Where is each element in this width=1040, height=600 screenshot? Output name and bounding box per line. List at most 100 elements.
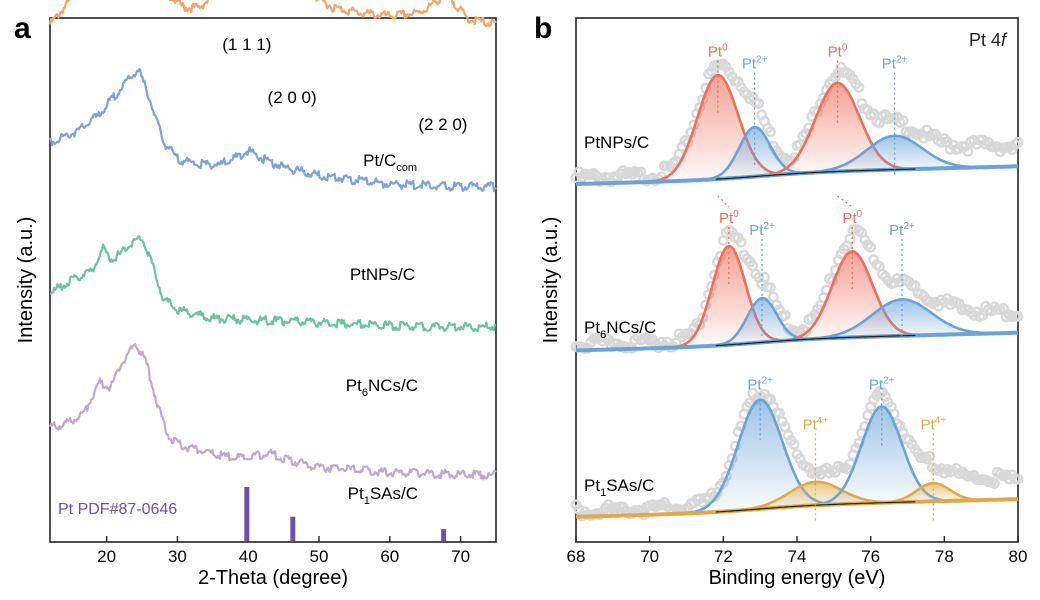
peak-label: Pt0 (719, 209, 739, 227)
peak-label-superscript: 2+ (762, 375, 774, 386)
peak-label: Pt0 (828, 43, 848, 61)
raw-data-point (1012, 136, 1024, 148)
xrd-series-label: Pt1SAs/C (348, 484, 418, 507)
panel-a-y-axis-title: Intensity (a.u.) (15, 217, 37, 344)
peak-label-main: Pt (749, 222, 764, 239)
background-line (576, 165, 1019, 185)
panel-a-x-tick-label: 20 (97, 547, 116, 566)
panel-b-x-tick-label: 68 (567, 547, 586, 566)
panel-b-frame (575, 17, 1019, 543)
panel-a-x-axis-title: 2-Theta (degree) (198, 567, 348, 589)
panel-b-title-italic: f (1001, 30, 1008, 50)
panel-a-x-tick-label: 50 (310, 547, 329, 566)
panel-b-title-main: Pt 4 (969, 30, 1001, 50)
peak-label-superscript: 4+ (935, 415, 947, 426)
raw-data-point (765, 126, 776, 138)
panel-a-label: a (14, 12, 31, 45)
series-label-suffix: SAs/C (370, 484, 418, 503)
peak-label-main: Pt (920, 416, 935, 433)
peak-label-superscript: 0 (842, 43, 848, 54)
xps-sample-label: Pt6NCs/C (584, 318, 656, 341)
panel-a-annotations: (1 1 1) (2 0 0) (2 2 0) (222, 35, 467, 134)
raw-data-point (735, 236, 747, 248)
peak-label: Pt2+ (749, 221, 775, 239)
series-label-suffix: NCs/C (368, 376, 418, 395)
peak-label-main: Pt (889, 222, 904, 239)
reference-label: Pt PDF#87-0646 (58, 501, 177, 518)
series-label-subscript: 1 (364, 495, 370, 507)
sample-label-main: Pt (584, 318, 600, 337)
peak-label-superscript: 0 (857, 209, 863, 220)
peak-label-superscript: 0 (733, 209, 739, 220)
series-label-subscript: com (396, 162, 417, 174)
fitted-peak-area (810, 406, 953, 506)
peak-label: Pt0 (842, 209, 862, 227)
peak-annotation: (2 2 0) (418, 115, 467, 134)
series-label-subscript: 6 (362, 387, 368, 399)
peak-label-main: Pt (747, 376, 762, 393)
raw-data-point (865, 241, 877, 253)
panel-a: a 20 30 40 50 60 70 Pt/CcomPtNPs/CPt6NCs/CPt1… (14, 0, 497, 589)
peak-label-main: Pt (882, 56, 897, 73)
raw-data-point (853, 82, 865, 94)
panel-b-y-axis-title: Intensity (a.u.) (540, 217, 562, 344)
peak-annotation: (2 0 0) (268, 88, 317, 107)
peak-label-superscript: 2+ (756, 55, 768, 66)
panel-b-x-tick-label: 70 (640, 547, 659, 566)
raw-data-point (788, 438, 800, 450)
peak-label-main: Pt (719, 210, 734, 227)
panel-a-x-axis: 20 30 40 50 60 70 (97, 536, 470, 566)
panel-b-label: b (534, 12, 552, 45)
xrd-series-line (49, 235, 497, 333)
peak-label-main: Pt (842, 210, 857, 227)
fitted-peak-area (710, 298, 814, 346)
panel-a-x-tick-label: 70 (451, 547, 470, 566)
reference-pattern: Pt PDF#87-0646 (58, 487, 447, 541)
raw-data-point (989, 478, 1000, 489)
peak-label: Pt2+ (742, 55, 768, 73)
peak-label-superscript: 0 (722, 43, 728, 54)
background-line (576, 498, 1019, 518)
xps-sample-label: Pt1SAs/C (584, 476, 654, 499)
xps-sample-group: Pt2+Pt4+Pt2+Pt4+Pt1SAs/C (570, 375, 1024, 524)
xrd-series-label: PtNPs/C (350, 265, 415, 284)
xrd-series-line (48, 342, 497, 481)
panel-b-x-tick-label: 72 (714, 547, 733, 566)
raw-data-point (759, 271, 770, 283)
peak-label-main: Pt (708, 44, 723, 61)
raw-data-point (1012, 473, 1024, 485)
panel-b-x-tick-label: 74 (788, 547, 807, 566)
panel-a-series (48, 0, 497, 481)
raw-data-point (1012, 310, 1024, 322)
peak-label: Pt2+ (747, 375, 773, 393)
raw-data-point (779, 309, 791, 321)
peak-label: Pt0 (708, 43, 728, 61)
panel-b-x-tick-label: 76 (861, 547, 880, 566)
peak-label: Pt2+ (889, 221, 915, 239)
panel-a-x-tick-label: 30 (168, 547, 187, 566)
panel-a-x-tick-label: 60 (380, 547, 399, 566)
background-line (576, 332, 1019, 351)
peak-label-main: Pt (803, 416, 818, 433)
raw-data-point (977, 309, 988, 321)
panel-a-x-tick-label: 40 (239, 547, 258, 566)
raw-data-point (924, 450, 935, 462)
fitted-peak-line (797, 134, 992, 175)
peak-label: Pt4+ (803, 415, 829, 433)
series-label-main: Pt (346, 376, 362, 395)
sample-label-subscript: 1 (600, 487, 606, 499)
raw-data-point (765, 282, 776, 293)
peak-annotation: (1 1 1) (222, 35, 271, 54)
xrd-series-label: Pt6NCs/C (346, 376, 418, 399)
peak-label-superscript: 4+ (817, 415, 829, 426)
peak-label-superscript: 2+ (883, 375, 895, 386)
peak-shift-guide (717, 195, 730, 208)
xrd-series-label: Pt/Ccom (363, 151, 417, 174)
panel-b-x-tick-label: 78 (935, 547, 954, 566)
series-label-main: Pt/C (363, 151, 396, 170)
series-label-main: PtNPs/C (350, 265, 415, 284)
peak-label: Pt2+ (869, 375, 895, 393)
